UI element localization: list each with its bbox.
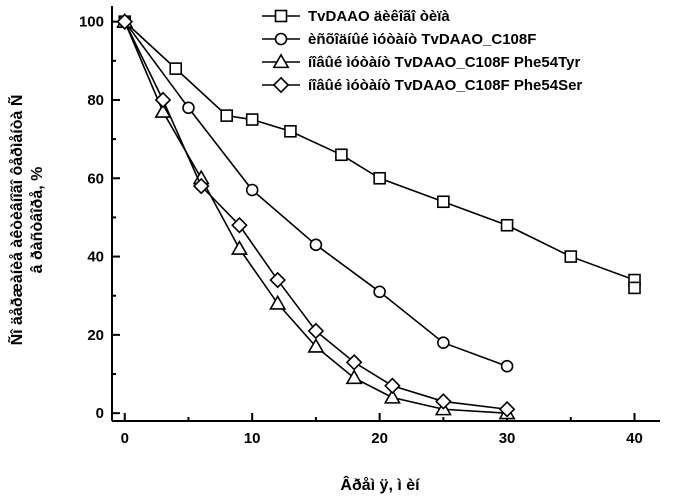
data-point-square bbox=[285, 126, 296, 137]
y-tick-label-20: 20 bbox=[87, 327, 104, 344]
y-tick-label-0: 0 bbox=[96, 405, 104, 422]
legend-item-diamond: íîâûé ìóòàíò TvDAAO_C108F Phe54Ser bbox=[262, 77, 582, 94]
x-tick-label-0: 0 bbox=[121, 430, 129, 447]
data-point-square bbox=[502, 220, 513, 231]
legend: TvDAAO äèêîãî òèïà èñõîäíûé ìóòàíò TvDAAO… bbox=[262, 8, 582, 94]
x-tick-label-40: 40 bbox=[626, 430, 643, 447]
data-point-square bbox=[565, 251, 576, 262]
data-point-square bbox=[336, 149, 347, 160]
legend-marker-triangle bbox=[274, 55, 288, 68]
data-point-square bbox=[170, 63, 181, 74]
legend-label: èñõîäíûé ìóòàíò TvDAAO_C108F bbox=[308, 31, 536, 48]
legend-label: TvDAAO äèêîãî òèïà bbox=[308, 8, 450, 25]
series-group bbox=[118, 15, 640, 419]
data-point-square bbox=[221, 110, 232, 121]
data-point-diamond bbox=[385, 379, 399, 393]
legend-marker-diamond bbox=[274, 78, 288, 92]
legend-marker-square bbox=[276, 11, 287, 22]
data-point-triangle bbox=[347, 371, 361, 384]
x-tick-label-30: 30 bbox=[499, 430, 516, 447]
series-triangle bbox=[118, 15, 515, 419]
y-axis-title-line-1: Ñî äåðæàíèå àêòèâíîãî ôåðìåíòà Ñ bbox=[6, 95, 26, 346]
y-axis-title-line-2: â ðàñòâîðå, % bbox=[28, 167, 46, 274]
data-point-circle bbox=[502, 361, 513, 372]
data-point-diamond bbox=[271, 273, 285, 287]
y-tick-label-60: 60 bbox=[87, 170, 104, 187]
data-point-circle bbox=[438, 337, 449, 348]
x-tick-label-10: 10 bbox=[244, 430, 261, 447]
data-point-square bbox=[438, 196, 449, 207]
x-axis-title: Âðåì ÿ, ì èí bbox=[340, 475, 420, 494]
data-point-triangle bbox=[271, 296, 285, 309]
y-tick-label-80: 80 bbox=[87, 92, 104, 109]
legend-item-triangle: íîâûé ìóòàíò TvDAAO_C108F Phe54Tyr bbox=[262, 54, 580, 71]
x-tick-label-20: 20 bbox=[371, 430, 388, 447]
series-line-circle bbox=[125, 22, 507, 367]
data-point-square bbox=[374, 173, 385, 184]
data-point-circle bbox=[183, 102, 194, 113]
data-point-diamond bbox=[156, 93, 170, 107]
y-tick-label-100: 100 bbox=[79, 14, 104, 31]
data-point-circle bbox=[247, 185, 258, 196]
y-tick-label-40: 40 bbox=[87, 249, 104, 266]
data-point-circle bbox=[310, 239, 321, 250]
legend-item-circle: èñõîäíûé ìóòàíò TvDAAO_C108F bbox=[262, 31, 536, 48]
data-point-diamond bbox=[436, 394, 450, 408]
legend-marker-circle bbox=[276, 34, 287, 45]
legend-item-square: TvDAAO äèêîãî òèïà bbox=[262, 8, 450, 25]
data-point-circle bbox=[374, 286, 385, 297]
legend-label: íîâûé ìóòàíò TvDAAO_C108F Phe54Tyr bbox=[308, 54, 580, 71]
data-point-triangle bbox=[232, 242, 246, 255]
data-point-square bbox=[629, 282, 640, 293]
data-point-square bbox=[247, 114, 258, 125]
legend-label: íîâûé ìóòàíò TvDAAO_C108F Phe54Ser bbox=[308, 77, 582, 94]
